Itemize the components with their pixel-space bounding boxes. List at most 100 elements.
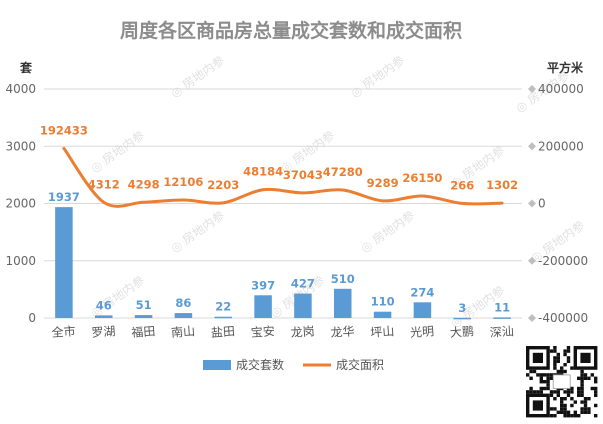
x-axis-tick-label: 坪山	[370, 324, 395, 340]
right-axis-tick-marker	[528, 256, 536, 265]
qr-module	[553, 359, 557, 363]
qr-module	[553, 356, 557, 360]
x-axis-tick-label: 宝安	[250, 323, 275, 340]
qr-module	[566, 359, 571, 363]
qr-module	[583, 397, 588, 401]
qr-module	[532, 369, 537, 374]
line-value-label: 1302	[486, 178, 518, 192]
qr-module	[529, 376, 533, 380]
qr-module	[539, 373, 543, 377]
qr-module	[560, 410, 564, 414]
watermark-text: ◎ 房地内参	[88, 127, 148, 175]
qr-module	[563, 403, 567, 408]
qr-module	[583, 403, 588, 408]
x-axis-tick-label: 罗湖	[91, 323, 116, 340]
line-value-label: 26150	[402, 171, 442, 185]
qr-module	[536, 373, 540, 377]
line-data-labels: 192433 4312 4298 12106 2203 48184 37043 47280 92…	[40, 123, 518, 192]
qr-module	[536, 390, 540, 394]
bar-data-labels: 1937 46 51 86 22 397 427 510 110 274 3 11	[48, 190, 510, 315]
qr-module	[594, 414, 598, 418]
right-axis-tick-marker	[528, 314, 536, 322]
x-axis-labels: 全市 罗湖 福田 南山 盐田 宝安 龙岗 龙华 坪山 光明 大鹏 深汕	[51, 323, 514, 340]
bar-宝安	[254, 295, 272, 318]
qr-module	[529, 390, 533, 394]
qr-module	[580, 369, 584, 374]
left-axis-tick-label: 1000	[5, 254, 36, 268]
qr-logo	[552, 374, 571, 389]
x-axis-tick-label: 龙岗	[290, 324, 315, 340]
qr-module	[563, 414, 567, 418]
qr-module	[553, 366, 557, 370]
line-area-series	[62, 146, 504, 208]
x-axis-tick-label: 光明	[410, 324, 435, 340]
qr-module	[549, 373, 554, 377]
right-axis-tick-label: 200000	[538, 139, 584, 153]
bar-value-label: 46	[96, 298, 112, 312]
qr-module	[563, 407, 567, 411]
line-value-label: 12106	[163, 175, 203, 189]
right-axis-ticks: 400000 200000 0 -200000 -400000	[528, 82, 588, 325]
qr-module	[556, 410, 560, 414]
qr-module	[560, 366, 564, 370]
qr-module	[573, 400, 577, 404]
legend-swatch-bar	[203, 360, 231, 370]
right-axis-tick-marker	[528, 142, 536, 151]
right-axis-tick-marker	[528, 85, 536, 93]
qr-module	[549, 393, 554, 397]
legend-label-bar: 成交套数	[236, 357, 284, 372]
x-axis-tick-label: 大鹏	[450, 324, 475, 340]
qr-module	[563, 352, 567, 357]
chart-title: 周度各区商品房总量成交套数和成交面积	[120, 19, 462, 42]
qr-module	[580, 386, 584, 391]
qr-module	[583, 400, 588, 404]
qr-module	[560, 397, 564, 401]
watermark-text: ◎ 房地内参	[348, 52, 408, 100]
qr-module	[594, 403, 598, 408]
qr-module	[539, 376, 543, 380]
watermark-text: ◎ 房地内参	[88, 272, 148, 320]
qr-module	[573, 410, 577, 414]
watermark-text: ◎ 房地内参	[168, 52, 228, 100]
qr-module	[594, 380, 598, 384]
qr-module	[573, 414, 577, 418]
qr-module	[577, 390, 581, 394]
bar-龙华	[333, 288, 352, 318]
line-value-label: 4298	[128, 177, 160, 191]
qr-module	[580, 410, 584, 414]
qr-module	[556, 352, 560, 357]
qr-module	[549, 414, 554, 418]
qr-module	[570, 366, 574, 370]
x-axis-tick-label: 全市	[51, 323, 76, 340]
qr-module	[546, 380, 550, 384]
line-value-label: 266	[450, 178, 474, 192]
line-value-label: 9289	[367, 176, 399, 190]
bar-全市	[55, 207, 73, 318]
qr-module	[539, 386, 543, 391]
qr-module	[587, 376, 591, 380]
left-axis-tick-label: 3000	[5, 139, 36, 153]
qr-module	[580, 393, 584, 397]
bar-福田	[134, 315, 153, 318]
line-value-label: 2203	[207, 178, 239, 192]
qr-module	[590, 373, 594, 377]
qr-module	[594, 390, 598, 394]
qr-module	[563, 397, 567, 401]
bar-龙岗	[294, 293, 312, 318]
left-axis-tick-label: 4000	[5, 82, 36, 96]
qr-module	[570, 403, 574, 408]
qr-module	[577, 414, 581, 418]
right-axis-unit: 平方米	[547, 60, 584, 75]
legend-label-line: 成交面积	[336, 357, 384, 372]
qr-module	[553, 414, 557, 418]
gridlines	[44, 88, 522, 319]
qr-module	[546, 373, 550, 377]
right-axis-tick-label: 0	[538, 197, 546, 211]
bar-value-label: 22	[215, 300, 231, 314]
x-axis-tick-label: 南山	[171, 323, 196, 340]
qr-module	[563, 410, 567, 414]
qr-finder	[580, 352, 591, 363]
x-axis-tick-label: 福田	[131, 323, 156, 340]
qr-module	[556, 369, 560, 374]
qr-module	[553, 363, 557, 367]
